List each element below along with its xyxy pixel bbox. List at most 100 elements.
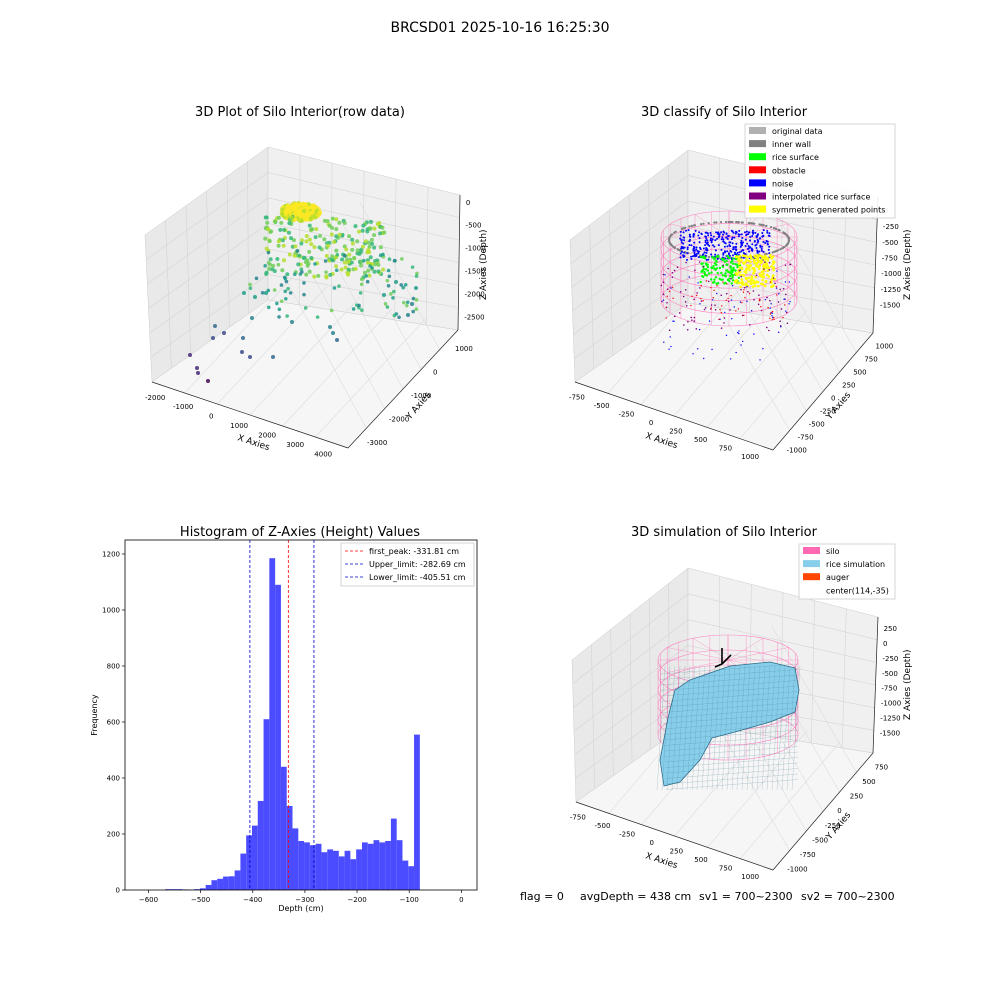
classified-point [776,270,778,272]
classified-point [769,313,772,315]
scatter-point [376,269,381,274]
classified-point [665,306,668,308]
figure-title: BRCSD01 2025-10-16 16:25:30 [390,20,609,36]
silo-spoke [728,236,788,251]
scatter-point [359,282,364,287]
scatter-point [271,355,275,359]
histogram-panel: Histogram of Z-Axies (Height) Values −60… [90,525,478,913]
classified-point [703,251,706,254]
scatter-point [283,296,288,301]
histogram-bar [251,825,258,890]
scatter-point [273,219,278,224]
scatter-point [303,306,308,310]
classified-point [785,311,788,314]
legend-label: center(114,-35) [826,586,889,595]
classified-point [705,235,708,238]
classified-point [680,238,683,241]
z-axis-line [872,616,879,754]
scatter-point [267,266,272,271]
scatter-point [330,216,335,221]
classified-point [726,283,728,285]
classified-point [690,224,693,228]
z-tick-label: -500 [466,222,482,230]
classified-point [700,284,702,287]
classified-point [771,251,774,254]
classified-point [712,299,714,301]
scatter-point [353,224,358,229]
classified-point [717,244,720,247]
classified-point [662,293,665,296]
histogram-bar [367,843,374,890]
classified-point [662,273,665,276]
classified-point [786,322,789,325]
classified-point [668,329,671,332]
classified-point [710,307,712,309]
classified-point [742,291,745,293]
scatter-point [335,252,340,257]
rice-mesh-line [711,665,721,791]
classified-point [707,243,710,246]
silo-spoke [694,214,730,238]
scatter-point [275,301,279,306]
gridline [145,172,460,260]
classified-point [703,256,706,259]
scatter-point [360,228,365,233]
classified-point [753,298,755,301]
classified-point [739,245,742,248]
classified-point [662,299,665,301]
y-tick-label: 0 [831,395,835,403]
scatter-point [355,248,360,253]
x-axis-line [574,381,774,451]
scatter-point [299,241,304,246]
classified-point [696,348,699,350]
classified-point [755,261,759,265]
status-sv1: sv1 = 700~2300 [699,890,793,903]
x-tick-label: 750 [719,444,732,452]
rice-simulation-surface [656,661,801,791]
scatter-point [378,231,383,236]
rice-mesh-line [664,746,799,757]
classified-point [745,283,748,286]
classified-point [742,241,745,244]
classified-point [725,236,728,239]
classified-point [719,318,721,320]
scatter-point [324,270,328,274]
scatter-point [383,302,388,306]
x-tick-label: 1000 [741,873,759,881]
legend-label: auger [826,573,850,582]
classified-point [715,263,718,267]
classified-point [769,307,771,309]
scatter-point [380,267,385,272]
scatter-point [240,350,244,354]
scatter-point [302,292,306,297]
classified-point [693,251,696,254]
classified-point [679,252,682,255]
z-tick-label: -1500 [880,301,900,309]
classified-point [712,265,715,268]
rice-mesh-line [736,665,746,791]
histogram-bar [269,558,276,890]
x-tick-label: 2000 [258,431,276,439]
classified-point [699,303,701,305]
classified-point [702,275,705,279]
rice-mesh-line [663,735,799,746]
classified-point [768,252,771,255]
rice-mesh-line [662,713,799,724]
z-tick-label: -1250 [881,286,901,294]
classified-point [729,274,732,278]
classified-point [739,281,742,284]
scatter-point [375,258,380,263]
y-tick-label: 750 [875,763,888,771]
classified-point [767,266,770,270]
classified-point [705,237,708,240]
classified-point [751,243,754,246]
rice-mesh-line [665,762,799,774]
classified-point [726,234,729,237]
classified-point [753,239,756,242]
classified-point [668,290,671,293]
z-tick-label: -1250 [880,715,900,723]
classified-point [703,308,706,311]
classified-point [745,230,748,233]
classified-point [745,258,748,262]
